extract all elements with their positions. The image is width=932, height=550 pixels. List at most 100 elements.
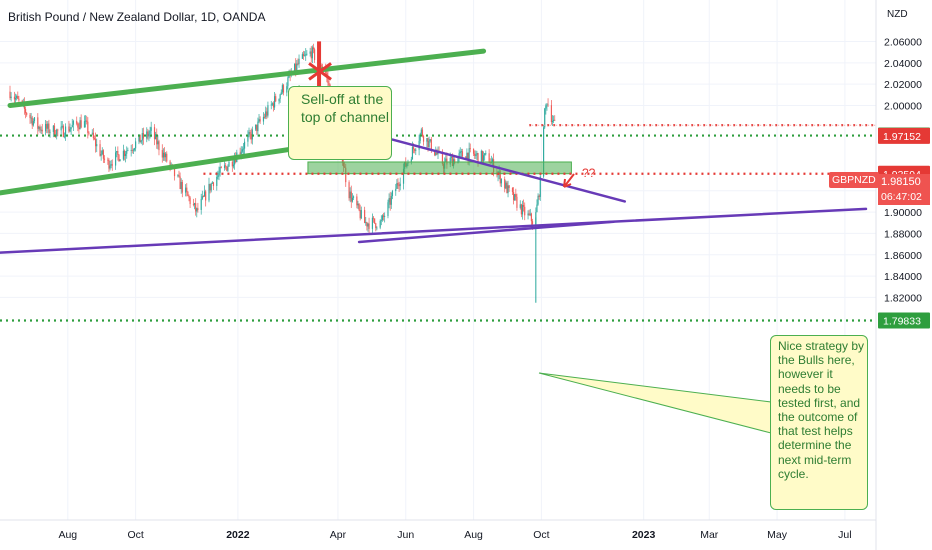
candle bbox=[349, 187, 351, 203]
candle-body bbox=[122, 150, 124, 160]
candle-body bbox=[247, 135, 249, 142]
note-sell-off[interactable]: Sell-off at the top of channel bbox=[288, 86, 392, 160]
candle bbox=[30, 112, 32, 124]
candle bbox=[179, 172, 181, 190]
candle bbox=[524, 202, 526, 221]
candle bbox=[398, 181, 400, 193]
y-tick-label: 2.02000 bbox=[884, 79, 922, 91]
candle-body bbox=[528, 213, 530, 215]
candle bbox=[31, 115, 33, 129]
candle-body bbox=[60, 126, 62, 131]
candle bbox=[519, 200, 521, 210]
candle-body bbox=[187, 191, 189, 196]
candle-body bbox=[197, 208, 199, 210]
candle bbox=[360, 206, 362, 220]
candle-body bbox=[312, 47, 315, 50]
rising-support-long bbox=[0, 207, 868, 254]
candle-body bbox=[195, 203, 197, 212]
candle-body bbox=[371, 217, 374, 229]
candle-body bbox=[179, 176, 181, 190]
candle-body bbox=[41, 129, 43, 132]
candle bbox=[375, 222, 377, 232]
candle-body bbox=[78, 127, 80, 130]
candle-body bbox=[521, 204, 524, 215]
candle bbox=[70, 127, 72, 136]
candle-body bbox=[220, 167, 222, 168]
candle-body bbox=[412, 146, 415, 150]
price-axis[interactable]: 2.060002.040002.020002.000001.920001.900… bbox=[875, 0, 932, 550]
candle-body bbox=[156, 134, 158, 145]
x-tick-label: Aug bbox=[58, 529, 77, 541]
candle-body bbox=[102, 150, 104, 159]
candle-body bbox=[86, 120, 88, 122]
candle-body bbox=[146, 131, 148, 139]
x-tick-label: Oct bbox=[127, 529, 143, 541]
candle bbox=[99, 140, 101, 157]
candle bbox=[382, 212, 385, 221]
candle-body bbox=[426, 138, 428, 142]
candle-body bbox=[273, 96, 276, 108]
candle bbox=[357, 200, 359, 209]
candle-body bbox=[310, 51, 312, 59]
candle-body bbox=[445, 158, 447, 162]
candle-body bbox=[506, 182, 508, 194]
price-tag-text: 1.79833 bbox=[883, 316, 921, 328]
candle-body bbox=[80, 120, 82, 128]
candle bbox=[350, 185, 352, 208]
candle-body bbox=[92, 132, 94, 139]
candle bbox=[262, 112, 265, 125]
candle-body bbox=[14, 98, 17, 100]
candle bbox=[484, 153, 486, 161]
candle bbox=[476, 150, 478, 161]
candle bbox=[39, 124, 41, 133]
candle bbox=[310, 45, 312, 63]
candle-body bbox=[297, 63, 299, 65]
candle-body bbox=[95, 138, 97, 147]
candle-body bbox=[435, 152, 437, 156]
candle bbox=[364, 206, 366, 224]
candle bbox=[248, 127, 250, 138]
candle bbox=[102, 149, 104, 163]
candle-body bbox=[202, 196, 205, 198]
candle-body bbox=[132, 149, 135, 151]
candle bbox=[130, 144, 132, 157]
candle bbox=[504, 176, 506, 193]
levels bbox=[0, 124, 876, 322]
candle bbox=[539, 172, 541, 201]
candle-body bbox=[507, 185, 509, 194]
candle bbox=[250, 128, 252, 144]
candle-body bbox=[553, 119, 555, 121]
candle-body bbox=[169, 161, 171, 166]
candle bbox=[218, 166, 220, 181]
candle-body bbox=[380, 219, 382, 221]
candle bbox=[367, 222, 369, 232]
red-arrow bbox=[563, 173, 575, 188]
candle-body bbox=[257, 121, 259, 132]
note-strategy[interactable]: Nice strategy by the Bulls here, however… bbox=[770, 335, 868, 510]
candle-body bbox=[109, 165, 111, 169]
candle bbox=[117, 146, 119, 161]
candle-body bbox=[111, 164, 113, 166]
candle bbox=[537, 193, 539, 206]
candle bbox=[358, 203, 360, 212]
y-tick-label: 2.00000 bbox=[884, 100, 922, 112]
candle-body bbox=[71, 124, 73, 128]
x-tick-label: Jul bbox=[838, 529, 851, 541]
candle bbox=[421, 127, 424, 138]
candle-body bbox=[271, 103, 273, 105]
candle bbox=[460, 148, 462, 158]
time-axis[interactable]: Aug Oct 2022 Apr Jun Aug Oct 2023 Mar May Jul bbox=[0, 519, 876, 541]
candle bbox=[95, 132, 97, 153]
candle bbox=[249, 129, 251, 140]
candle-body bbox=[118, 154, 120, 162]
symbol-tag: GBPNZD bbox=[829, 172, 879, 188]
candle bbox=[273, 92, 276, 110]
candle-body bbox=[173, 167, 176, 177]
candle-body bbox=[499, 171, 501, 184]
candle-body bbox=[388, 198, 390, 203]
candle bbox=[505, 180, 507, 190]
candle bbox=[368, 217, 370, 234]
y-tick-label: 1.84000 bbox=[884, 271, 922, 283]
candle bbox=[508, 184, 510, 192]
